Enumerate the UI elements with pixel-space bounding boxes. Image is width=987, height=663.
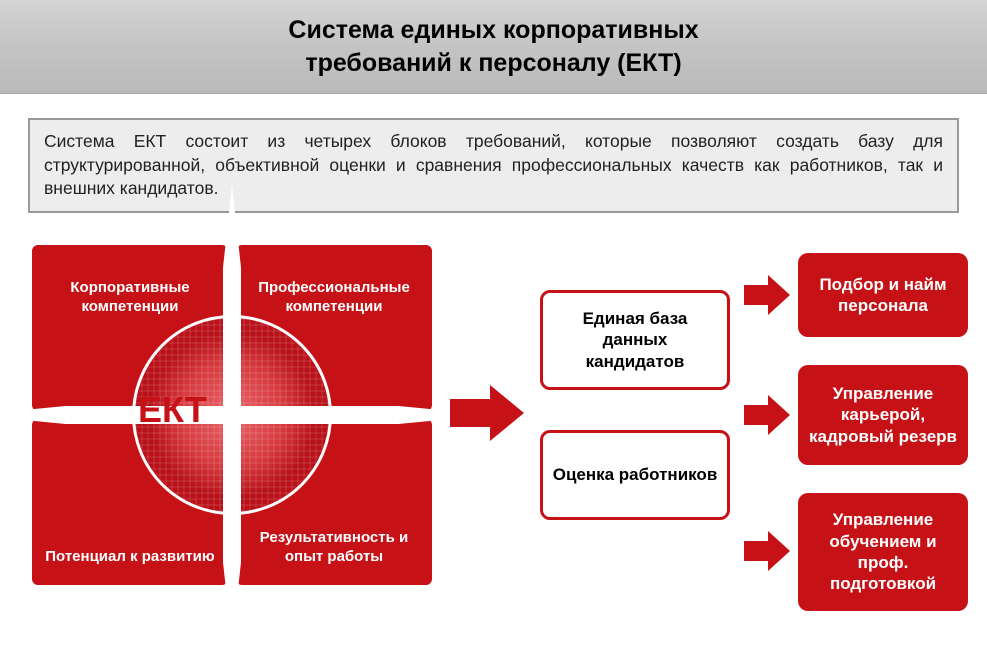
diagram-area: Корпоративные компетенции Профессиональн… [0,235,987,655]
arrow-small-2 [744,395,790,435]
page-title: Система единых корпоративных требований … [0,14,987,79]
arrow-main [450,385,524,441]
right-box-2: Управление карьерой, кадровый резерв [798,365,968,465]
description-text: Система ЕКТ состоит из четырех блоков тр… [44,131,943,198]
description-box: Система ЕКТ состоит из четырех блоков тр… [28,118,959,213]
middle-box-assessment: Оценка работников [540,430,730,520]
center-label: ЕКТ [138,389,207,431]
arrow-small-1 [744,275,790,315]
title-line-1: Система единых корпоративных [288,16,698,44]
quad-tl-label: Корпоративные компетенции [42,279,218,317]
arrow-small-3 [744,531,790,571]
middle-db-label: Единая база данных кандидатов [551,308,719,372]
right-box-2-label: Управление карьерой, кадровый резерв [808,383,958,447]
right-box-3-label: Управление обучением и проф. подготовкой [808,509,958,594]
quad-bl-label: Потенциал к развитию [32,548,228,567]
horizontal-gap [0,406,492,424]
right-box-1-label: Подбор и найм персонала [808,274,958,317]
middle-assess-label: Оценка работников [553,464,718,485]
title-line-2: требований к персоналу (ЕКТ) [305,49,681,77]
right-box-1: Подбор и найм персонала [798,253,968,337]
title-bar: Система единых корпоративных требований … [0,0,987,94]
vertical-gap [223,185,241,645]
right-box-3: Управление обучением и проф. подготовкой [798,493,968,611]
quad-tr-label: Профессиональные компетенции [246,279,422,317]
middle-box-database: Единая база данных кандидатов [540,290,730,390]
quadrant-block: Корпоративные компетенции Профессиональн… [32,245,432,585]
quad-br-label: Результативность и опыт работы [236,529,432,567]
